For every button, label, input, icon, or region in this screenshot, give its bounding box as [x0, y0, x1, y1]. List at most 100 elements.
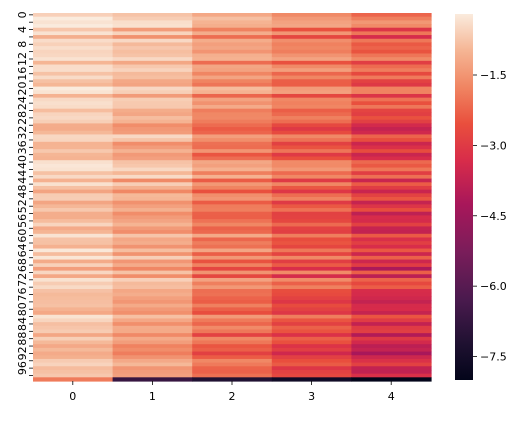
heatmap-cell [113, 160, 193, 164]
heatmap-cell [272, 267, 352, 271]
heatmap-cell [33, 120, 113, 124]
heatmap-cell [192, 333, 272, 337]
heatmap-cell [33, 326, 113, 330]
heatmap-cell [113, 267, 193, 271]
heatmap-cell [33, 366, 113, 370]
x-tick-label: 0 [69, 390, 76, 403]
heatmap-cell [272, 355, 352, 359]
heatmap-cell [33, 149, 113, 153]
heatmap-cell [192, 179, 272, 183]
heatmap-cell [192, 157, 272, 161]
heatmap-cell [351, 311, 431, 315]
heatmap-cell [192, 94, 272, 98]
heatmap-cell [192, 263, 272, 267]
heatmap-cell [192, 370, 272, 374]
heatmap-cell [272, 145, 352, 149]
heatmap-cell [272, 31, 352, 35]
heatmap-cell [272, 160, 352, 164]
y-tick-label: 12 [16, 52, 29, 66]
heatmap-cell [113, 142, 193, 146]
heatmap-cell [272, 285, 352, 289]
heatmap-cell [113, 366, 193, 370]
heatmap-cell [33, 282, 113, 286]
heatmap-cell [272, 35, 352, 39]
heatmap-cell [33, 318, 113, 322]
heatmap-cell [351, 57, 431, 61]
heatmap-cell [33, 341, 113, 345]
heatmap-cell [192, 190, 272, 194]
heatmap-cell [272, 230, 352, 234]
heatmap-cell [192, 256, 272, 260]
heatmap-cell [33, 355, 113, 359]
heatmap-cell [33, 35, 113, 39]
heatmap-cell [113, 57, 193, 61]
heatmap-cell [351, 226, 431, 230]
heatmap-cell [113, 83, 193, 87]
heatmap-cell [113, 311, 193, 315]
colorbar [455, 14, 473, 380]
heatmap-cell [192, 341, 272, 345]
heatmap-cell [272, 260, 352, 264]
heatmap-cell [272, 352, 352, 356]
heatmap-cell [272, 237, 352, 241]
heatmap-cell [351, 186, 431, 190]
heatmap-cell [272, 17, 352, 21]
heatmap-cell [113, 377, 193, 381]
heatmap-cell [272, 337, 352, 341]
heatmap-cell [351, 293, 431, 297]
heatmap-cell [351, 304, 431, 308]
heatmap-cell [272, 282, 352, 286]
heatmap-cell [113, 61, 193, 65]
heatmap-cell [192, 315, 272, 319]
heatmap-cell [33, 142, 113, 146]
heatmap-cell [351, 289, 431, 293]
y-tick-label: 56 [16, 214, 29, 228]
heatmap-cell [192, 76, 272, 80]
heatmap-cell [33, 193, 113, 197]
heatmap-cell [33, 164, 113, 168]
heatmap-cell [192, 304, 272, 308]
heatmap-cell [351, 237, 431, 241]
heatmap-cell [272, 300, 352, 304]
y-tick-label: 4 [16, 26, 29, 33]
heatmap-cell [351, 363, 431, 367]
heatmap-cell [351, 267, 431, 271]
heatmap-cell [33, 241, 113, 245]
heatmap-cell [192, 101, 272, 105]
heatmap-cell [192, 87, 272, 91]
colorbar-tick-label: −1.5 [480, 69, 507, 82]
heatmap-cell [351, 208, 431, 212]
heatmap-cell [192, 98, 272, 102]
heatmap-cell [351, 307, 431, 311]
y-tick-label: 88 [16, 332, 29, 346]
heatmap-cell [351, 282, 431, 286]
heatmap-cell [351, 193, 431, 197]
heatmap-cell [192, 311, 272, 315]
heatmap-cell [113, 90, 193, 94]
heatmap-cell [113, 249, 193, 253]
heatmap-cell [113, 46, 193, 50]
heatmap-cell [113, 359, 193, 363]
heatmap-cell [351, 24, 431, 28]
heatmap-cell [192, 13, 272, 17]
heatmap-cell [351, 337, 431, 341]
heatmap-cell [113, 289, 193, 293]
heatmap-cell [113, 344, 193, 348]
y-tick-label: 72 [16, 273, 29, 287]
heatmap-cell [33, 223, 113, 227]
heatmap-cell [272, 28, 352, 32]
heatmap-cell [113, 223, 193, 227]
heatmap-cell [33, 101, 113, 105]
heatmap-cell [272, 127, 352, 131]
heatmap-cell [192, 164, 272, 168]
heatmap-cell [192, 83, 272, 87]
heatmap-cell [351, 120, 431, 124]
heatmap-cell [33, 13, 113, 17]
y-tick-label: 16 [16, 67, 29, 81]
heatmap-cell [351, 116, 431, 120]
heatmap-cell [272, 271, 352, 275]
heatmap-cell [192, 366, 272, 370]
heatmap-cells [33, 13, 432, 382]
heatmap-cell [351, 109, 431, 113]
heatmap-cell [192, 42, 272, 46]
